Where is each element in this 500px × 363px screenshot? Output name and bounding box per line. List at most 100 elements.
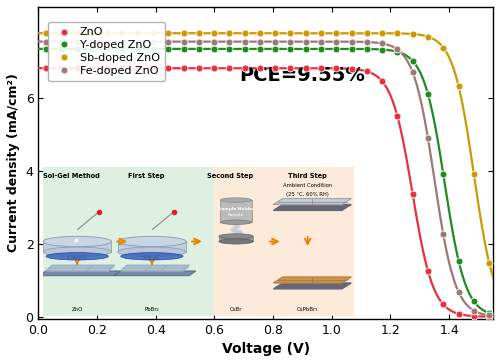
Sb-doped ZnO (471, 172, 477, 176)
Line: Fe-doped ZnO: Fe-doped ZnO (42, 38, 492, 319)
Y-doped ZnO (226, 47, 232, 51)
ZnO (226, 66, 232, 70)
Fe-doped ZnO (394, 47, 400, 52)
Sb-doped ZnO (456, 84, 462, 88)
Fe-doped ZnO (486, 313, 492, 318)
Fe-doped ZnO (134, 40, 140, 44)
Y-doped ZnO (348, 47, 354, 51)
ZnO (89, 66, 95, 70)
Sb-doped ZnO (394, 31, 400, 36)
ZnO (318, 66, 324, 70)
Y-doped ZnO (486, 311, 492, 315)
ZnO (456, 312, 462, 316)
Fe-doped ZnO (89, 40, 95, 44)
Fe-doped ZnO (348, 40, 354, 44)
Y-doped ZnO (120, 47, 126, 51)
Fe-doped ZnO (196, 40, 202, 44)
ZnO (288, 66, 294, 70)
Fe-doped ZnO (318, 40, 324, 44)
Sb-doped ZnO (89, 31, 95, 35)
ZnO (104, 66, 110, 70)
Y-doped ZnO (104, 47, 110, 51)
Sb-doped ZnO (165, 31, 171, 35)
Y-doped ZnO (471, 299, 477, 303)
ZnO (410, 192, 416, 197)
Fe-doped ZnO (43, 40, 49, 44)
Sb-doped ZnO (440, 45, 446, 50)
Y-doped ZnO (150, 47, 156, 51)
ZnO (486, 314, 492, 319)
Fe-doped ZnO (425, 136, 431, 140)
Sb-doped ZnO (150, 31, 156, 35)
ZnO (165, 66, 171, 70)
Fe-doped ZnO (303, 40, 309, 44)
Sb-doped ZnO (211, 31, 217, 35)
Text: PCE=9.55%: PCE=9.55% (239, 66, 365, 85)
Fe-doped ZnO (58, 40, 64, 44)
Y-doped ZnO (318, 47, 324, 51)
ZnO (440, 302, 446, 307)
Sb-doped ZnO (288, 31, 294, 35)
Sb-doped ZnO (364, 31, 370, 35)
Sb-doped ZnO (257, 31, 263, 35)
ZnO (257, 66, 263, 70)
ZnO (242, 66, 248, 70)
ZnO (150, 66, 156, 70)
Fe-doped ZnO (74, 40, 80, 44)
Fe-doped ZnO (242, 40, 248, 44)
ZnO (364, 69, 370, 74)
Y-doped ZnO (334, 47, 340, 51)
Y-doped ZnO (379, 48, 385, 52)
Fe-doped ZnO (334, 40, 340, 44)
Y-doped ZnO (74, 47, 80, 51)
Sb-doped ZnO (74, 31, 80, 35)
ZnO (303, 66, 309, 70)
X-axis label: Voltage (V): Voltage (V) (222, 342, 310, 356)
ZnO (272, 66, 278, 70)
Sb-doped ZnO (318, 31, 324, 35)
ZnO (394, 114, 400, 118)
Fe-doped ZnO (257, 40, 263, 44)
Y-doped ZnO (196, 47, 202, 51)
Y-doped ZnO (364, 47, 370, 51)
Y-doped ZnO (211, 47, 217, 51)
Sb-doped ZnO (104, 31, 110, 35)
Sb-doped ZnO (303, 31, 309, 35)
Fe-doped ZnO (120, 40, 126, 44)
ZnO (211, 66, 217, 70)
ZnO (74, 66, 80, 70)
ZnO (425, 269, 431, 273)
Sb-doped ZnO (334, 31, 340, 35)
Sb-doped ZnO (120, 31, 126, 35)
Sb-doped ZnO (58, 31, 64, 35)
Sb-doped ZnO (43, 31, 49, 35)
Line: Sb-doped ZnO: Sb-doped ZnO (42, 30, 492, 266)
Sb-doped ZnO (134, 31, 140, 35)
Y-doped ZnO (89, 47, 95, 51)
Fe-doped ZnO (150, 40, 156, 44)
Y-doped ZnO (440, 172, 446, 176)
ZnO (58, 66, 64, 70)
Sb-doped ZnO (272, 31, 278, 35)
Y-axis label: Current density (mA/cm²): Current density (mA/cm²) (7, 73, 20, 252)
Y-doped ZnO (303, 47, 309, 51)
Sb-doped ZnO (486, 261, 492, 265)
Fe-doped ZnO (471, 309, 477, 313)
Fe-doped ZnO (226, 40, 232, 44)
Y-doped ZnO (242, 47, 248, 51)
Y-doped ZnO (272, 47, 278, 51)
Y-doped ZnO (394, 50, 400, 54)
Sb-doped ZnO (348, 31, 354, 35)
Fe-doped ZnO (211, 40, 217, 44)
Sb-doped ZnO (410, 32, 416, 36)
Y-doped ZnO (43, 47, 49, 51)
Sb-doped ZnO (379, 31, 385, 36)
Y-doped ZnO (425, 92, 431, 97)
Fe-doped ZnO (364, 40, 370, 44)
Sb-doped ZnO (242, 31, 248, 35)
ZnO (379, 79, 385, 83)
Fe-doped ZnO (456, 290, 462, 294)
Y-doped ZnO (58, 47, 64, 51)
ZnO (134, 66, 140, 70)
Fe-doped ZnO (440, 232, 446, 236)
